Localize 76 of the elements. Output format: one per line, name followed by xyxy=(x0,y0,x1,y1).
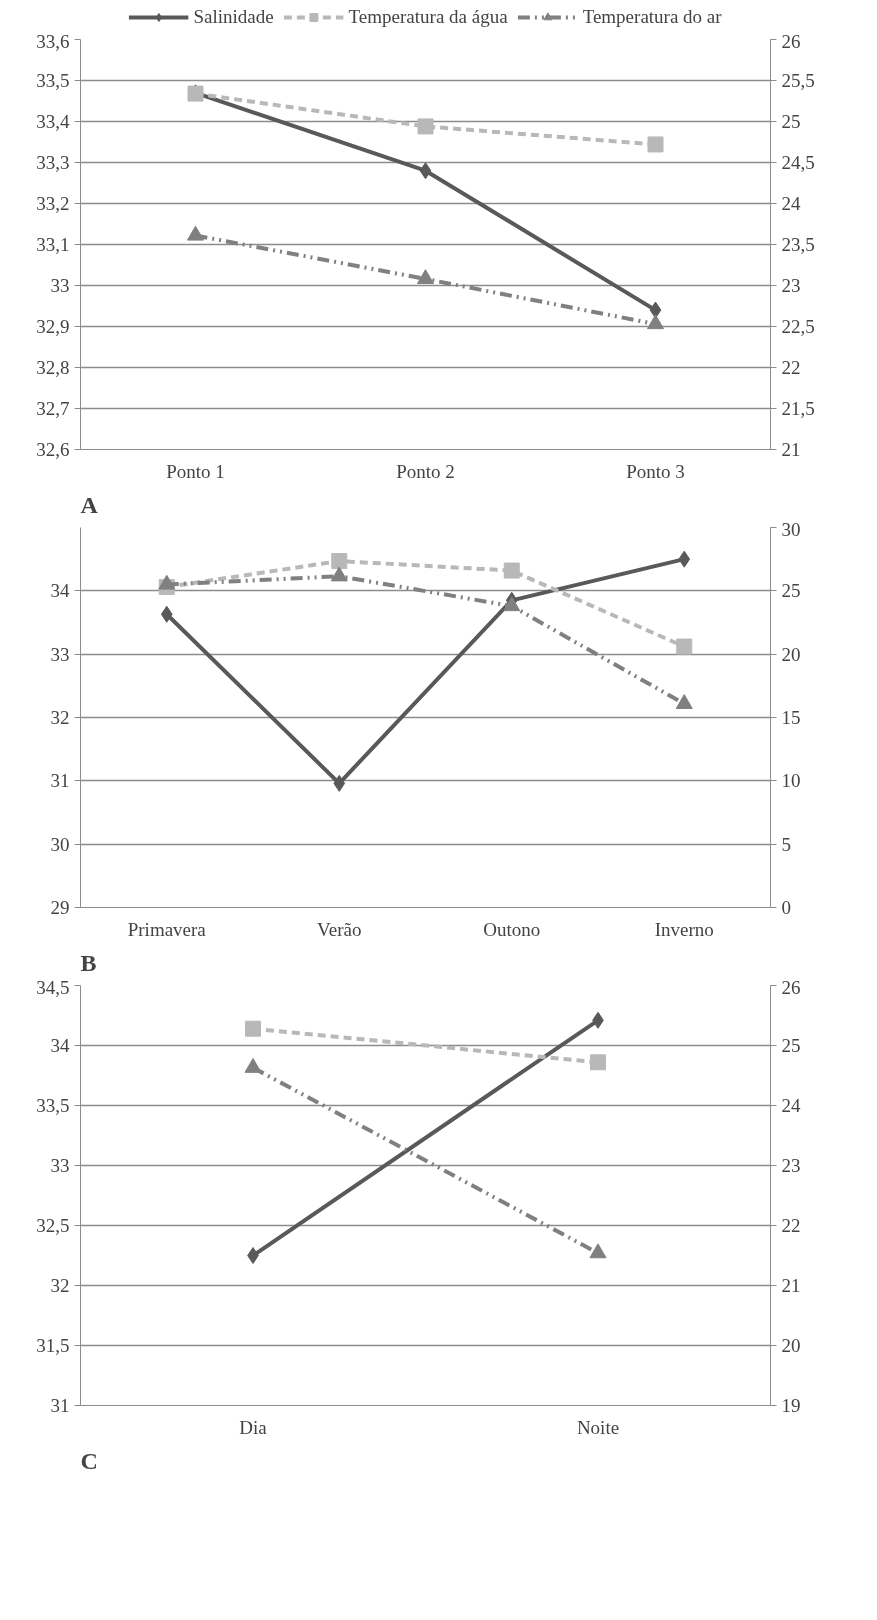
y2-tick-label: 20 xyxy=(781,643,801,665)
y2-tick-label: 21,5 xyxy=(781,398,815,419)
y-tick-label: 32,7 xyxy=(36,398,70,419)
y-tick-label: 33,4 xyxy=(36,111,70,132)
y2-tick-label: 10 xyxy=(781,770,801,792)
x-tick-label: Outono xyxy=(483,918,541,940)
y2-tick-label: 22 xyxy=(781,357,801,378)
point xyxy=(245,1020,261,1037)
point xyxy=(187,225,204,241)
y2-tick-label: 0 xyxy=(781,897,791,918)
text: B xyxy=(80,949,97,976)
y2-tick-label: 25,5 xyxy=(781,70,815,91)
y2-tick-label: 25 xyxy=(781,1035,801,1056)
y2-tick-label: 24 xyxy=(781,1095,801,1116)
y-tick-label: 32,5 xyxy=(36,1215,70,1236)
y2-tick-label: 21 xyxy=(781,439,801,460)
y-tick-label: 31,5 xyxy=(36,1335,70,1356)
y-tick-label: 34 xyxy=(50,1035,70,1056)
y2-tick-label: 26 xyxy=(781,976,801,998)
y-tick-label: 33 xyxy=(50,643,70,665)
y-tick-label: 33 xyxy=(50,275,70,296)
y-tick-label: 32 xyxy=(50,1275,70,1296)
x-tick-label: Noite xyxy=(576,1416,620,1438)
y-tick-label: 31 xyxy=(50,770,70,792)
y-tick-label: 32,6 xyxy=(36,439,70,460)
x-tick-label: Ponto 3 xyxy=(626,460,685,482)
y2-tick-label: 22 xyxy=(781,1215,801,1236)
y2-tick-label: 23,5 xyxy=(781,234,815,255)
x-tick-label: Verão xyxy=(317,918,362,940)
point xyxy=(678,550,691,568)
legend-label: Salinidade xyxy=(193,6,274,28)
y2-tick-label: 26 xyxy=(781,30,801,52)
y-tick-label: 34,5 xyxy=(36,976,70,998)
text: C xyxy=(80,1447,98,1474)
legend-label: Temperatura da água xyxy=(348,6,508,28)
point xyxy=(160,605,173,623)
point xyxy=(417,118,434,135)
legend-label: Temperatura do ar xyxy=(582,6,722,28)
y-tick-label: 34 xyxy=(50,580,70,602)
x-tick-label: Dia xyxy=(239,1416,268,1438)
y-tick-label: 33,3 xyxy=(36,152,70,173)
x-tick-label: Primavera xyxy=(127,918,207,940)
point xyxy=(333,774,346,792)
point xyxy=(417,269,434,285)
y-tick-label: 32 xyxy=(50,707,70,728)
y2-tick-label: 30 xyxy=(781,518,801,540)
y2-tick-label: 5 xyxy=(781,833,791,855)
y-tick-label: 33,5 xyxy=(36,1095,70,1116)
y2-tick-label: 24 xyxy=(781,193,801,214)
point xyxy=(590,1054,606,1071)
y-tick-label: 29 xyxy=(50,897,70,918)
y2-tick-label: 23 xyxy=(781,1155,801,1176)
y-tick-label: 33,6 xyxy=(36,30,70,52)
y-tick-label: 33 xyxy=(50,1155,70,1176)
x-tick-label: Inverno xyxy=(654,918,714,940)
y-tick-label: 30 xyxy=(50,833,70,855)
y2-tick-label: 25 xyxy=(781,111,801,132)
y2-tick-label: 25 xyxy=(781,580,801,602)
y-tick-label: 33,2 xyxy=(36,193,70,214)
y-tick-label: 31 xyxy=(50,1395,70,1416)
y-tick-label: 32,8 xyxy=(36,357,70,378)
y2-tick-label: 15 xyxy=(781,707,801,728)
y-tick-label: 33,5 xyxy=(36,70,70,91)
point xyxy=(647,314,664,330)
y2-tick-label: 21 xyxy=(781,1275,801,1296)
y2-tick-label: 23 xyxy=(781,275,801,296)
y2-tick-label: 22,5 xyxy=(781,316,815,337)
y-tick-label: 32,9 xyxy=(36,316,70,337)
point xyxy=(647,136,664,153)
x-tick-label: Ponto 1 xyxy=(166,460,225,482)
y-tick-label: 33,1 xyxy=(36,234,70,255)
y2-tick-label: 19 xyxy=(781,1395,801,1416)
y2-tick-label: 20 xyxy=(781,1335,801,1356)
text: A xyxy=(80,491,99,518)
y2-tick-label: 24,5 xyxy=(781,152,815,173)
x-tick-label: Ponto 2 xyxy=(396,460,455,482)
